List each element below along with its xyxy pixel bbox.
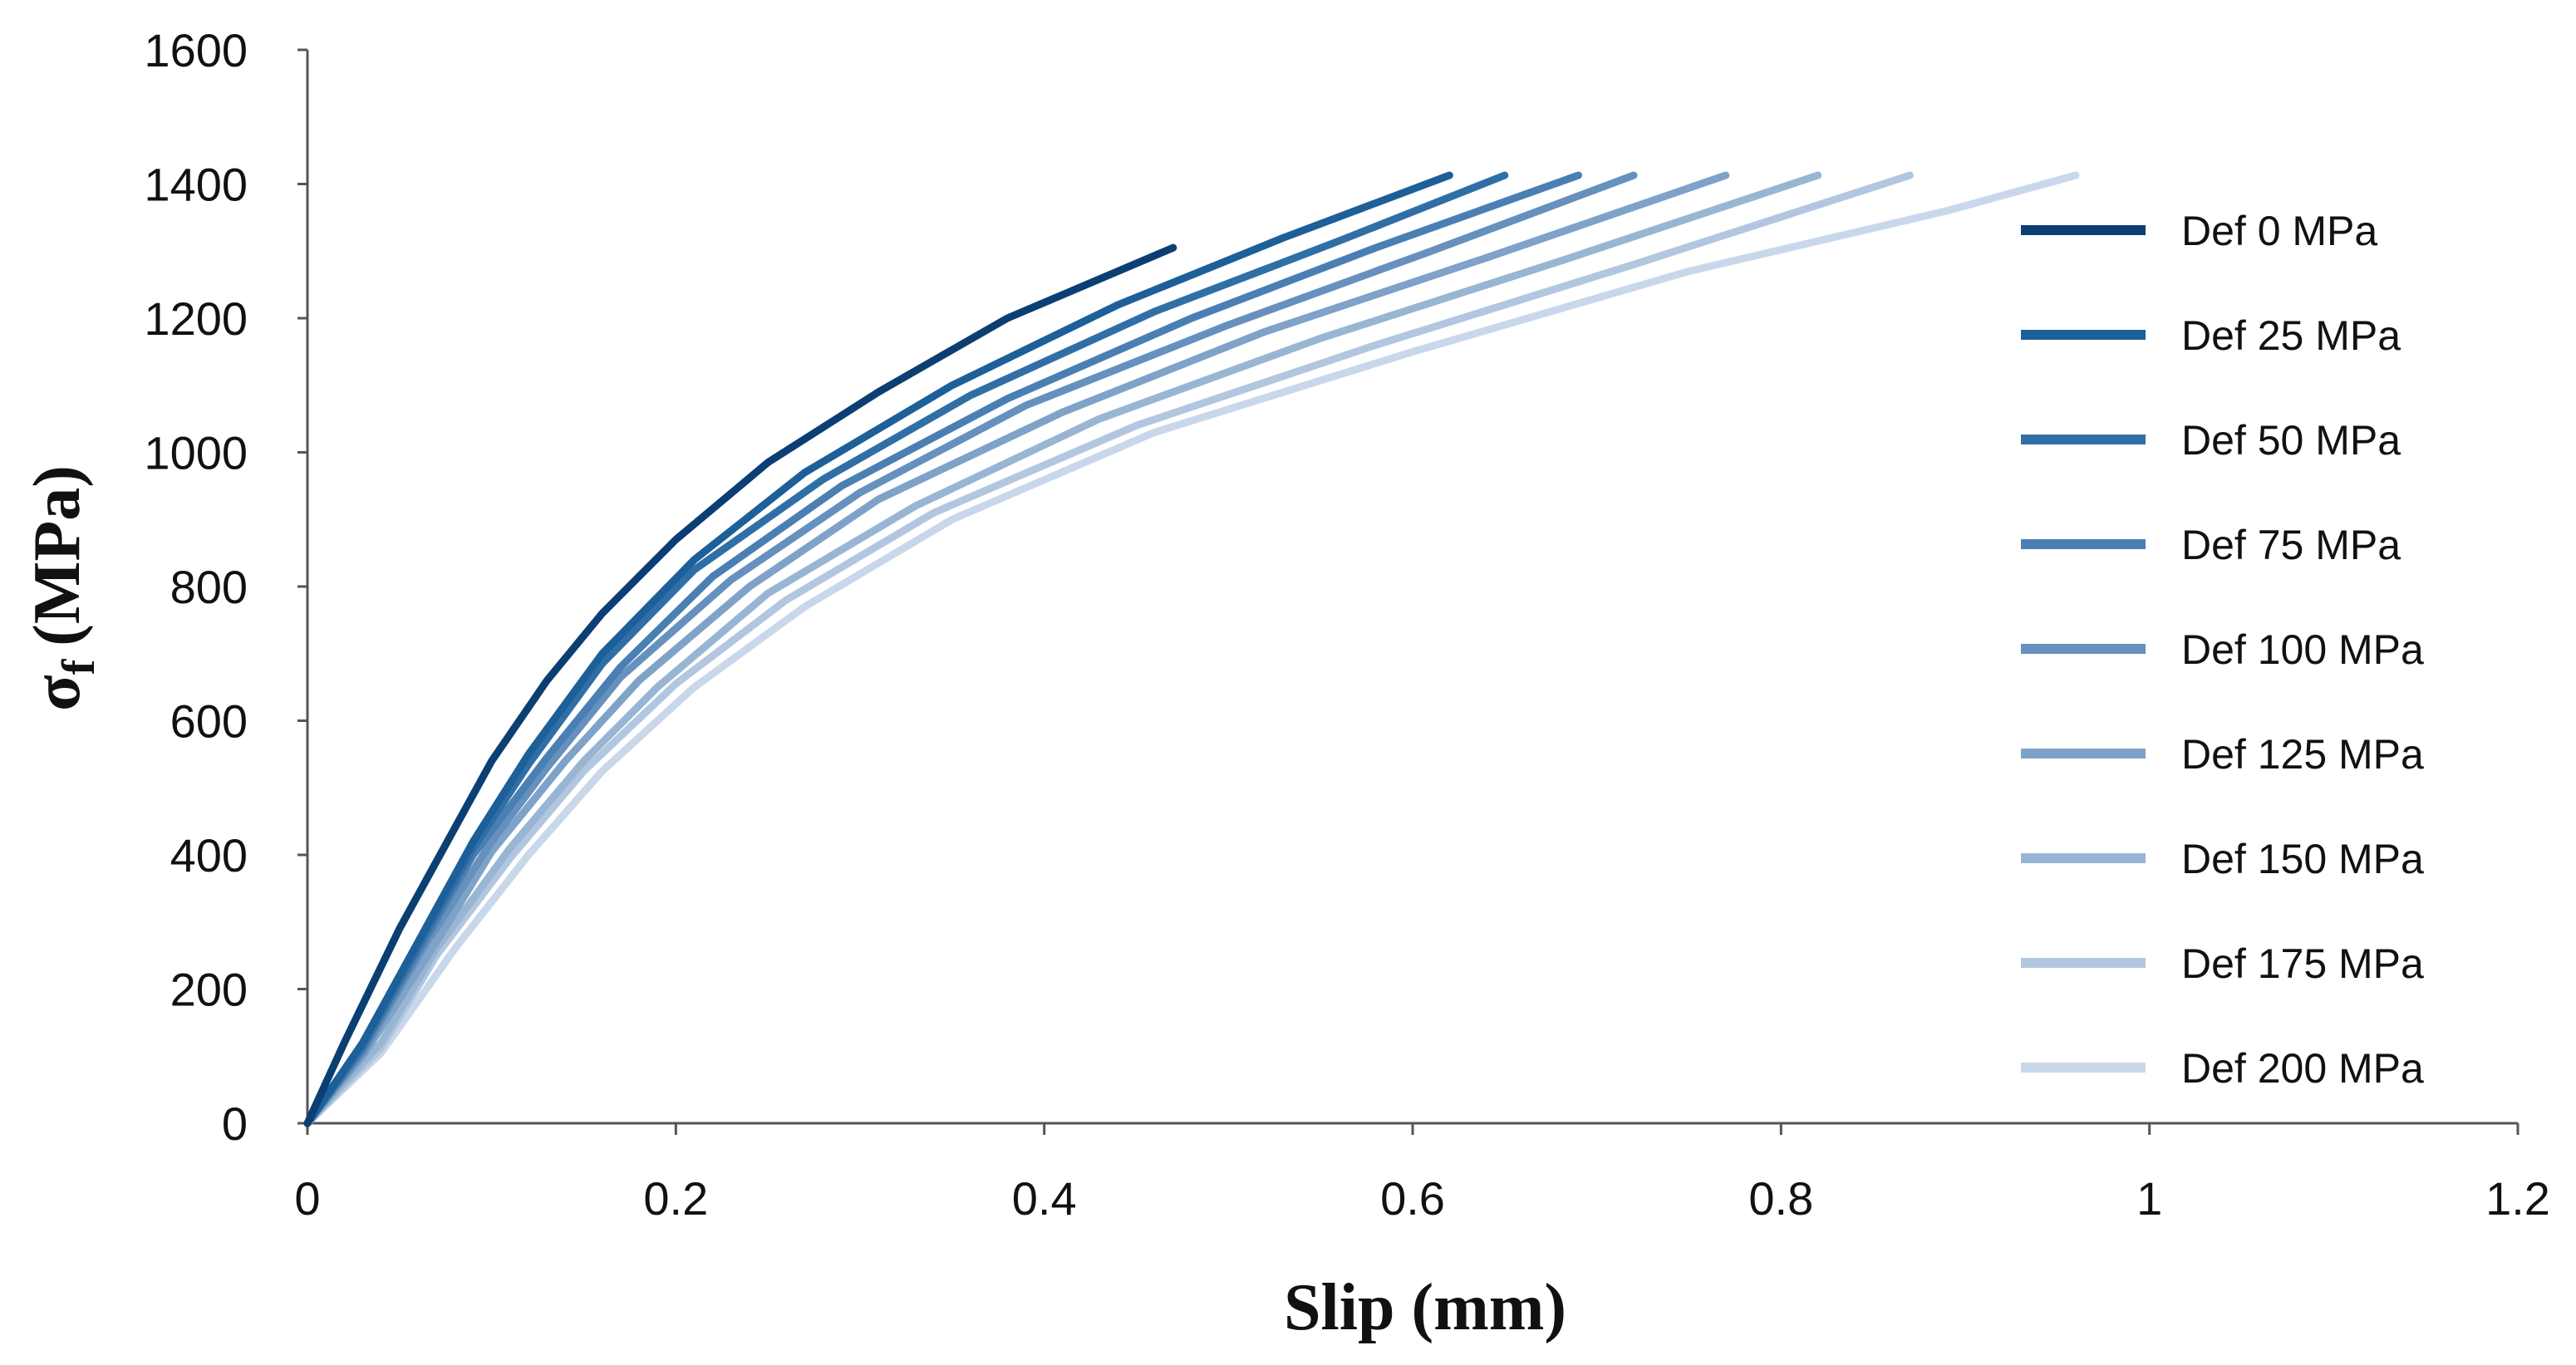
series-line [303, 171, 1453, 1127]
legend-label: Def 0 MPa [2181, 208, 2377, 254]
y-tick-label: 0 [222, 1097, 248, 1150]
series-line [303, 171, 1638, 1127]
series-line [303, 171, 1730, 1127]
y-tick-label: 1600 [144, 24, 248, 76]
series-line [303, 171, 1914, 1127]
legend-label: Def 25 MPa [2181, 312, 2401, 359]
x-tick-label: 1.2 [2485, 1172, 2550, 1225]
y-tick-label: 800 [170, 561, 248, 613]
legend-label: Def 150 MPa [2181, 836, 2424, 882]
series-line [303, 171, 1822, 1127]
series-line [303, 171, 1509, 1127]
x-tick-label: 0.6 [1380, 1172, 1445, 1225]
x-tick-label: 1 [2136, 1172, 2162, 1225]
y-tick-label: 400 [170, 829, 248, 881]
y-tick-label: 600 [170, 695, 248, 748]
plot-lines [303, 171, 2080, 1127]
x-tick-label: 0.2 [643, 1172, 708, 1225]
y-tick-label: 200 [170, 964, 248, 1016]
x-tick-labels: 0 0.2 0.4 0.6 0.8 1 1.2 [294, 1123, 2550, 1225]
y-tick-label: 1000 [144, 427, 248, 479]
y-axis-title-symbol: σ [21, 675, 94, 711]
x-tick-label: 0 [294, 1172, 320, 1225]
legend-label: Def 125 MPa [2181, 731, 2424, 778]
y-tick-labels: 0 200 400 600 800 1000 1200 1400 1600 [144, 24, 307, 1150]
x-tick-label: 0.8 [1748, 1172, 1813, 1225]
legend-label: Def 100 MPa [2181, 626, 2424, 673]
y-tick-label: 1200 [144, 292, 248, 345]
series-line [303, 171, 2080, 1127]
x-axis-title: Slip (mm) [1284, 1271, 1566, 1344]
x-tick-label: 0.4 [1012, 1172, 1077, 1225]
legend-label: Def 75 MPa [2181, 522, 2401, 568]
legend-label: Def 200 MPa [2181, 1045, 2424, 1092]
legend-label: Def 50 MPa [2181, 417, 2401, 464]
y-axis-title-subscript: f [53, 658, 105, 675]
y-tick-label: 1400 [144, 159, 248, 211]
y-axis-title-unit: (MPa) [21, 465, 94, 646]
series-line [303, 243, 1177, 1127]
legend-label: Def 175 MPa [2181, 940, 2424, 987]
legend: Def 0 MPa Def 25 MPa Def 50 MPa Def 75 MPa D… [2021, 208, 2424, 1092]
y-axis-title: σf (MPa) [21, 465, 105, 711]
